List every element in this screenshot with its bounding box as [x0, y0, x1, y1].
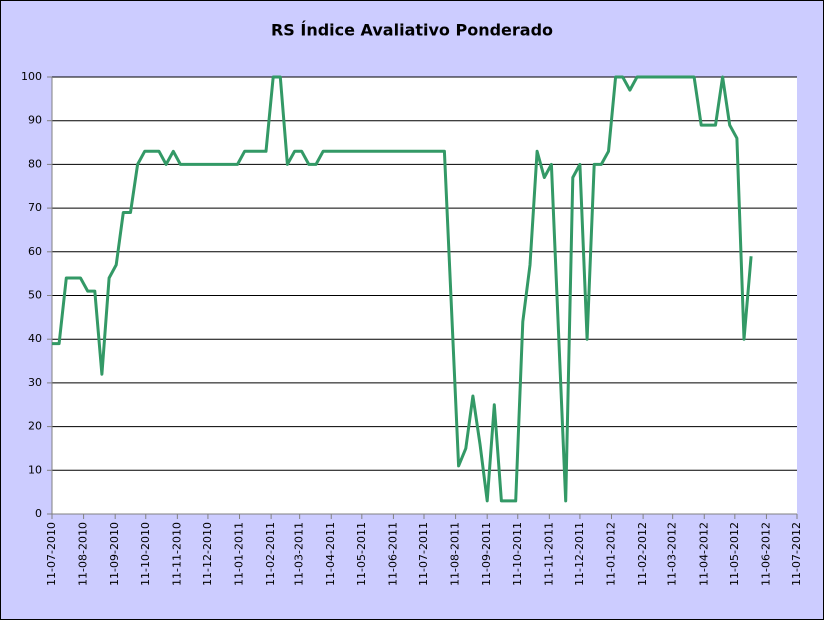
x-tick-label: 11-07-2011	[417, 522, 430, 586]
x-tick-label: 11-12-2010	[201, 522, 214, 586]
x-tick-label: 11-08-2010	[77, 522, 90, 586]
x-tick-label: 11-04-2011	[324, 522, 337, 586]
y-tick-label: 70	[28, 201, 42, 214]
y-tick-label: 0	[35, 507, 42, 520]
x-tick-label: 11-08-2011	[449, 522, 462, 586]
x-tick-label: 11-02-2012	[636, 522, 649, 586]
y-tick-label: 10	[28, 463, 42, 476]
x-tick-label: 11-07-2010	[45, 522, 58, 586]
x-tick-label: 11-09-2010	[108, 522, 121, 586]
x-tick-label: 11-10-2011	[511, 522, 524, 586]
x-tick-label: 11-06-2012	[759, 522, 772, 586]
x-tick-label: 11-10-2010	[139, 522, 152, 586]
x-tick-label: 11-03-2012	[666, 522, 679, 586]
chart-title: RS Índice Avaliativo Ponderado	[271, 21, 553, 40]
x-tick-label: 11-06-2011	[386, 522, 399, 586]
x-tick-label: 11-12-2011	[573, 522, 586, 586]
y-tick-label: 60	[28, 245, 42, 258]
y-tick-label: 50	[28, 289, 42, 302]
x-tick-label: 11-11-2011	[542, 522, 555, 586]
x-tick-label: 11-07-2012	[790, 522, 803, 586]
y-tick-label: 20	[28, 420, 42, 433]
x-tick-label: 11-02-2011	[264, 522, 277, 586]
y-tick-label: 90	[28, 114, 42, 127]
x-tick-label: 11-04-2012	[697, 522, 710, 586]
x-tick-label: 11-05-2011	[355, 522, 368, 586]
y-tick-label: 40	[28, 332, 42, 345]
x-tick-label: 11-03-2011	[293, 522, 306, 586]
y-tick-label: 80	[28, 157, 42, 170]
data-line	[52, 75, 753, 503]
x-tick-label: 11-09-2011	[480, 522, 493, 586]
x-tick-label: 11-05-2012	[728, 522, 741, 586]
x-tick-label: 11-11-2010	[170, 522, 183, 586]
y-tick-label: 100	[21, 70, 42, 83]
y-tick-label: 30	[28, 376, 42, 389]
x-tick-label: 11-01-2011	[233, 522, 246, 586]
x-tick-label: 11-01-2012	[605, 522, 618, 586]
